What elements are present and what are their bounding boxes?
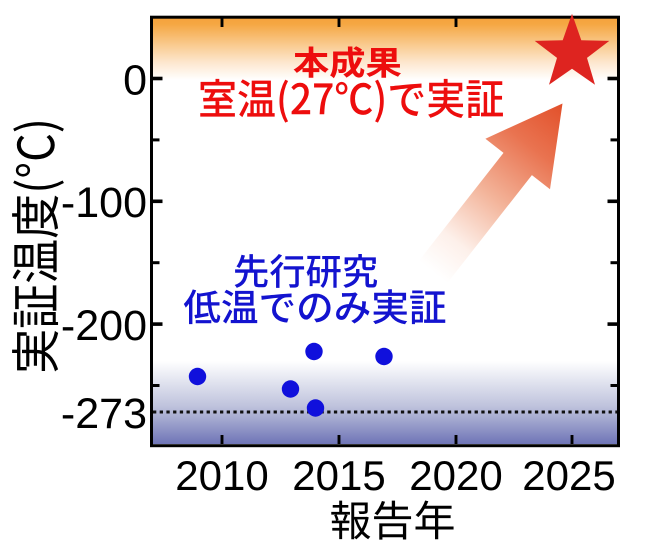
svg-text:-273: -273	[61, 390, 147, 438]
svg-text:-200: -200	[61, 302, 147, 350]
svg-text:2020: 2020	[409, 452, 502, 499]
svg-text:0: 0	[123, 56, 147, 104]
svg-text:2010: 2010	[175, 452, 268, 499]
svg-text:-100: -100	[61, 179, 147, 227]
svg-text:2015: 2015	[292, 452, 385, 499]
svg-text:2025: 2025	[522, 452, 615, 499]
